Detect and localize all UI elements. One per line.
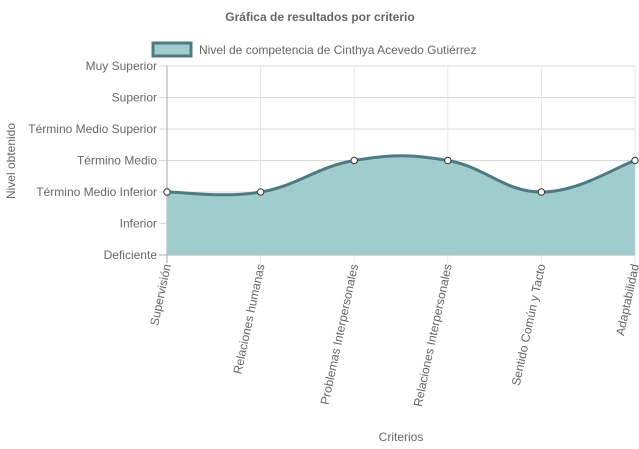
- data-point[interactable]: [537, 188, 546, 196]
- legend[interactable]: Nivel de competencia de Cinthya Acevedo …: [151, 41, 476, 58]
- y-tick-label: Deficiente: [104, 248, 158, 262]
- data-points: [163, 156, 639, 196]
- x-tick-label: Relaciones humanas: [231, 263, 268, 376]
- y-tick-label: Término Medio Superior: [28, 122, 157, 136]
- x-tick-label: Problemas Interpersonales: [318, 263, 362, 406]
- y-tick-label: Inferior: [120, 217, 157, 231]
- series-fill: [167, 155, 635, 255]
- data-point[interactable]: [163, 188, 171, 196]
- y-tick-label: Superior: [112, 91, 157, 105]
- data-point[interactable]: [350, 156, 358, 165]
- x-tick-label: Supervisión: [147, 263, 174, 327]
- y-tick-label: Término Medio: [77, 154, 157, 168]
- series-area: [166, 154, 636, 255]
- y-tick-label: Muy Superior: [86, 59, 157, 73]
- chart-title: Gráfica de resultados por criterio: [225, 10, 414, 24]
- y-tick-label: Término Medio Inferior: [36, 185, 157, 199]
- x-axis-label: Criterios: [379, 430, 424, 444]
- x-tick-label: Sentido Común y Tacto: [509, 262, 549, 386]
- legend-swatch[interactable]: [151, 41, 193, 58]
- x-tick-label: Relaciones Interpersonales: [411, 263, 455, 408]
- legend-label[interactable]: Nivel de competencia de Cinthya Acevedo …: [199, 43, 476, 57]
- data-point[interactable]: [631, 156, 639, 165]
- x-tick-label: Adaptabilidad: [613, 263, 639, 337]
- series-line: [166, 154, 636, 197]
- data-point[interactable]: [256, 188, 265, 196]
- y-axis-label: Nivel obtenido: [4, 123, 18, 199]
- data-point[interactable]: [444, 156, 452, 165]
- x-ticks: Supervisión Relaciones humanas Problemas I…: [147, 262, 639, 407]
- y-ticks: Deficiente Inferior Término Medio Inferior…: [28, 59, 157, 262]
